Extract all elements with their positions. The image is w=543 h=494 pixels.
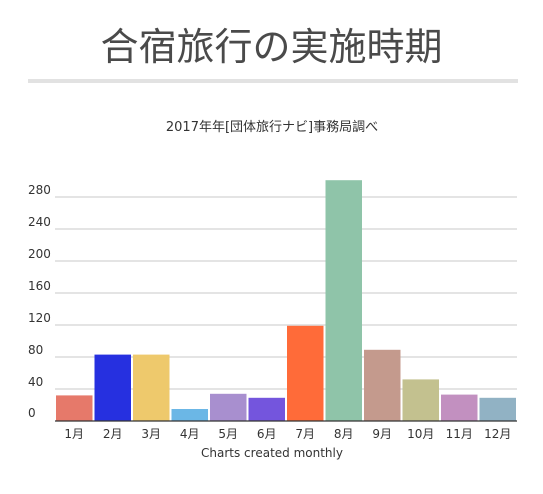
x-tick-label: 8月: [334, 427, 354, 441]
gridlines: [55, 196, 517, 390]
y-tick-label: 40: [28, 375, 43, 389]
chart-title: 2017年年[団体旅行ナビ]事務局調べ: [166, 120, 378, 135]
y-axis-ticks: 0 40 80 120 160 200 240 280: [28, 183, 51, 420]
bar: [56, 395, 93, 421]
bar: [248, 397, 285, 421]
y-tick-label: 280: [28, 183, 51, 197]
x-tick-label: 7月: [295, 427, 315, 441]
bar: [441, 394, 478, 421]
y-tick-label: 120: [28, 311, 51, 325]
page-title: 合宿旅行の実施時期: [100, 25, 443, 69]
bars: [56, 180, 516, 421]
x-tick-label: 9月: [372, 427, 392, 441]
y-tick-label: 240: [28, 215, 51, 229]
x-tick-label: 3月: [141, 427, 161, 441]
y-tick-label: 0: [28, 406, 36, 420]
x-tick-label: 5月: [218, 427, 238, 441]
bar: [210, 393, 247, 421]
bar: [479, 397, 516, 421]
title-divider: [28, 79, 518, 83]
bar: [287, 325, 324, 421]
x-tick-label: 6月: [257, 427, 277, 441]
x-tick-label: 10月: [407, 427, 434, 441]
x-tick-label: 11月: [446, 427, 473, 441]
bar: [133, 354, 170, 421]
bar: [402, 379, 439, 421]
y-tick-label: 80: [28, 343, 43, 357]
x-tick-label: 2月: [103, 427, 123, 441]
bar: [325, 180, 362, 421]
x-axis-label: Charts created monthly: [201, 446, 343, 460]
y-tick-label: 160: [28, 279, 51, 293]
x-tick-label: 1月: [64, 427, 84, 441]
y-tick-label: 200: [28, 247, 51, 261]
bar: [171, 409, 208, 421]
x-axis-ticks: 1月 2月 3月 4月 5月 6月 7月 8月 9月 10月 11月 12月: [64, 427, 511, 441]
bar: [364, 349, 401, 421]
x-tick-label: 12月: [484, 427, 511, 441]
bar: [94, 354, 131, 421]
x-tick-label: 4月: [180, 427, 200, 441]
